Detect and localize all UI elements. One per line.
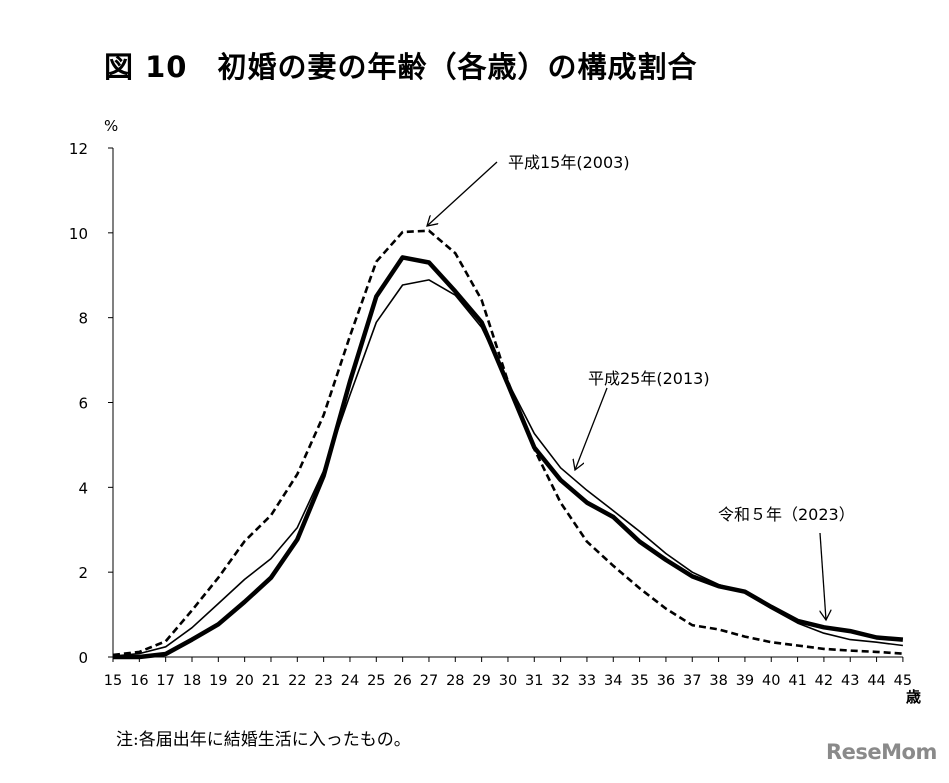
- x-tick-label: 30: [499, 673, 517, 689]
- x-tick-label: 42: [815, 673, 833, 689]
- annotation-arrow: [427, 161, 498, 226]
- y-tick-label: 6: [78, 395, 88, 413]
- x-tick-label: 24: [341, 673, 359, 689]
- x-tick-label: 33: [578, 673, 596, 689]
- x-tick-label: 44: [867, 673, 885, 689]
- x-tick-label: 18: [183, 673, 201, 689]
- y-tick-label: 10: [69, 225, 88, 243]
- series-label-3: 令和５年（2023）: [718, 505, 855, 524]
- annotation-arrow: [820, 532, 826, 620]
- x-tick-label: 23: [314, 673, 332, 689]
- x-tick-label: 45: [894, 673, 912, 689]
- x-tick-label: 15: [104, 673, 122, 689]
- x-axis-unit: 歳: [906, 688, 921, 706]
- x-tick-label: 31: [525, 673, 543, 689]
- x-tick-label: 29: [472, 673, 490, 689]
- series-label-1: 平成15年(2003): [508, 153, 630, 172]
- x-tick-label: 17: [156, 673, 174, 689]
- footnote: 注:各届出年に結婚生活に入ったもの。: [116, 730, 411, 750]
- y-tick-label: 12: [69, 140, 88, 158]
- x-tick-label: 27: [420, 673, 438, 689]
- x-tick-label: 34: [604, 673, 622, 689]
- x-tick-label: 39: [736, 673, 754, 689]
- series-line-2: [112, 279, 903, 657]
- x-tick-label: 41: [788, 673, 806, 689]
- y-tick-label: 4: [78, 479, 88, 497]
- y-axis-unit: %: [104, 117, 118, 135]
- x-tick-label: 40: [762, 673, 780, 689]
- x-tick-label: 20: [235, 673, 253, 689]
- x-tick-label: 28: [446, 673, 464, 689]
- series-label-2: 平成25年(2013): [588, 369, 710, 388]
- y-tick-label: 2: [78, 564, 88, 582]
- x-tick-label: 21: [262, 673, 280, 689]
- x-tick-label: 16: [130, 673, 148, 689]
- resemom-logo: ReseMom: [826, 740, 937, 764]
- x-tick-label: 38: [709, 673, 727, 689]
- x-tick-label: 22: [288, 673, 306, 689]
- annotation-arrow: [575, 387, 608, 470]
- x-tick-label: 36: [657, 673, 675, 689]
- y-tick-label: 0: [78, 649, 88, 667]
- x-tick-label: 19: [209, 673, 227, 689]
- x-tick-label: 25: [367, 673, 385, 689]
- chart-title: 図 10 初婚の妻の年齢（各歳）の構成割合: [104, 50, 698, 84]
- x-tick-label: 37: [683, 673, 701, 689]
- x-tick-label: 43: [841, 673, 859, 689]
- y-tick-label: 8: [78, 310, 88, 328]
- x-tick-label: 35: [630, 673, 648, 689]
- x-tick-label: 26: [393, 673, 411, 689]
- x-tick-label: 32: [551, 673, 569, 689]
- series-line-3: [113, 255, 904, 660]
